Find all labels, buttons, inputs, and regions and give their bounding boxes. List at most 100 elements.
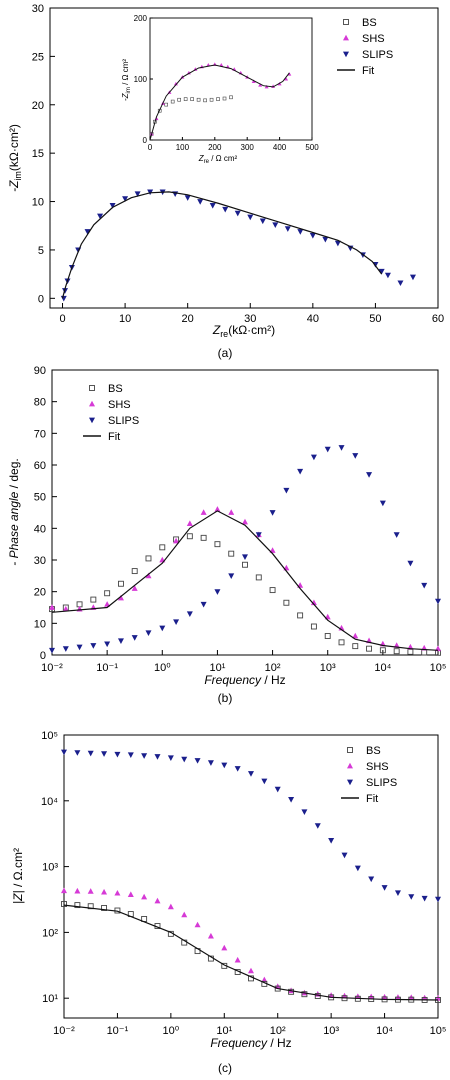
c-slips-point [368, 876, 375, 883]
inset-bs-point [216, 97, 220, 101]
b-shs-point [145, 572, 152, 579]
legend-bs-marker [89, 385, 95, 391]
x-tick-label: 10⁰ [163, 1025, 180, 1037]
x-tick-label: 20 [182, 313, 194, 325]
c-shs-point [141, 893, 148, 900]
b-bs-point [242, 561, 248, 568]
c-shs-point [74, 887, 81, 894]
a-slips-point [272, 222, 279, 228]
a-slips-point [247, 214, 254, 221]
inset-y-axis-label: -Zim / Ω cm² [121, 59, 132, 101]
x-axis-label: Frequency / Hz [204, 673, 285, 687]
b-slips-point [297, 468, 304, 475]
b-slips-point [324, 446, 331, 453]
c-shs-point [207, 932, 214, 939]
y-tick-label: 30 [32, 3, 44, 15]
b-shs-point [49, 604, 55, 610]
c-slips-point [74, 750, 81, 756]
c-bs-point [101, 905, 108, 911]
inset-shs-point [258, 83, 263, 87]
b-bs-point [214, 541, 221, 548]
y-tick-label: 30 [34, 555, 46, 567]
x-tick-label: 10⁻¹ [96, 662, 118, 674]
inset-shs-point [173, 81, 178, 86]
a-slips-point [397, 280, 404, 287]
b-slips-point [76, 644, 83, 651]
b-bs-point [200, 534, 207, 541]
inset-shs-point [219, 62, 224, 67]
inset-x-tick-label: 400 [273, 143, 287, 152]
y-axis-label-unit: (kΩ·cm²) [7, 124, 21, 171]
a-slips-point [197, 199, 204, 205]
y-tick-label: 10³ [42, 862, 58, 874]
y-tick-label: 10 [32, 197, 44, 209]
y-tick-label: 90 [34, 365, 46, 377]
inset-shs-point [284, 77, 289, 81]
b-slips-point [255, 532, 262, 538]
inset-bs-point [229, 95, 233, 100]
caption-b: (b) [218, 691, 233, 705]
x-tick-label: 10⁻¹ [107, 1025, 129, 1037]
y-axis-label-unit: / deg. [7, 458, 21, 491]
c-shs-point [194, 921, 201, 928]
b-bs-point [228, 550, 235, 557]
y-tick-label: 20 [34, 587, 46, 599]
b-slips-point [62, 646, 69, 652]
b-slips-point [145, 630, 152, 637]
x-tick-label: 0 [59, 313, 65, 325]
c-slips-point [141, 753, 148, 759]
b-slips-point [159, 625, 166, 632]
c-fit-line [63, 904, 439, 1001]
plot-frame [51, 369, 439, 656]
b-slips-point [283, 487, 290, 494]
legend-label: SLIPS [362, 49, 393, 61]
c-bs-point [301, 991, 308, 998]
y-tick-label: 70 [34, 428, 46, 440]
c-shs-point [261, 976, 268, 983]
b-slips-point [131, 635, 138, 641]
inset-shs-point [251, 79, 256, 83]
inset-bs-point [209, 97, 214, 102]
b-shs-point [104, 601, 111, 607]
x-tick-label: 10⁵ [430, 662, 447, 674]
b-shs-point [200, 509, 207, 515]
a-slips-point [409, 274, 416, 281]
legend-label: Fit [108, 431, 120, 443]
b-bs-point [338, 639, 345, 646]
c-slips-point [181, 756, 188, 763]
b-shs-point [228, 509, 235, 515]
legend-label: SHS [108, 399, 131, 411]
plot-frame [63, 734, 439, 1019]
x-tick-label: 10⁵ [430, 1025, 447, 1037]
b-shs-point [310, 599, 317, 606]
inset-x-axis-label: Zre / Ω cm² [198, 154, 238, 165]
a-slips-point [334, 240, 341, 247]
b-slips-point [379, 500, 386, 507]
legend-bs-marker [347, 747, 353, 753]
c-bs-point [288, 988, 295, 995]
b-bs-point [421, 649, 428, 656]
inset-frame [149, 17, 313, 141]
x-tick-label: 10¹ [216, 1025, 232, 1037]
b-slips-point [407, 560, 414, 567]
y-axis-label-main: - Phase angle [7, 491, 21, 565]
inset-x-tick-label: 300 [241, 143, 255, 152]
b-slips-point [310, 454, 317, 461]
b-slips-point [186, 611, 193, 618]
x-tick-label: 30 [244, 313, 256, 325]
inset-bs-point [183, 97, 188, 101]
x-tick-label: 10⁴ [376, 1025, 393, 1037]
b-shs-point [117, 594, 124, 601]
c-slips-point [221, 762, 228, 769]
a-slips-point [309, 233, 316, 239]
c-shs-point [221, 944, 228, 951]
x-tick-label: 10¹ [209, 662, 225, 674]
c-slips-point [381, 885, 388, 891]
legend-slips-marker [89, 417, 95, 424]
inset-x-tick-label: 200 [208, 143, 222, 152]
inset-bs-point [203, 98, 207, 103]
b-slips-point [393, 532, 400, 538]
b-fit-line [51, 510, 439, 651]
inset-bs-point [170, 99, 175, 104]
